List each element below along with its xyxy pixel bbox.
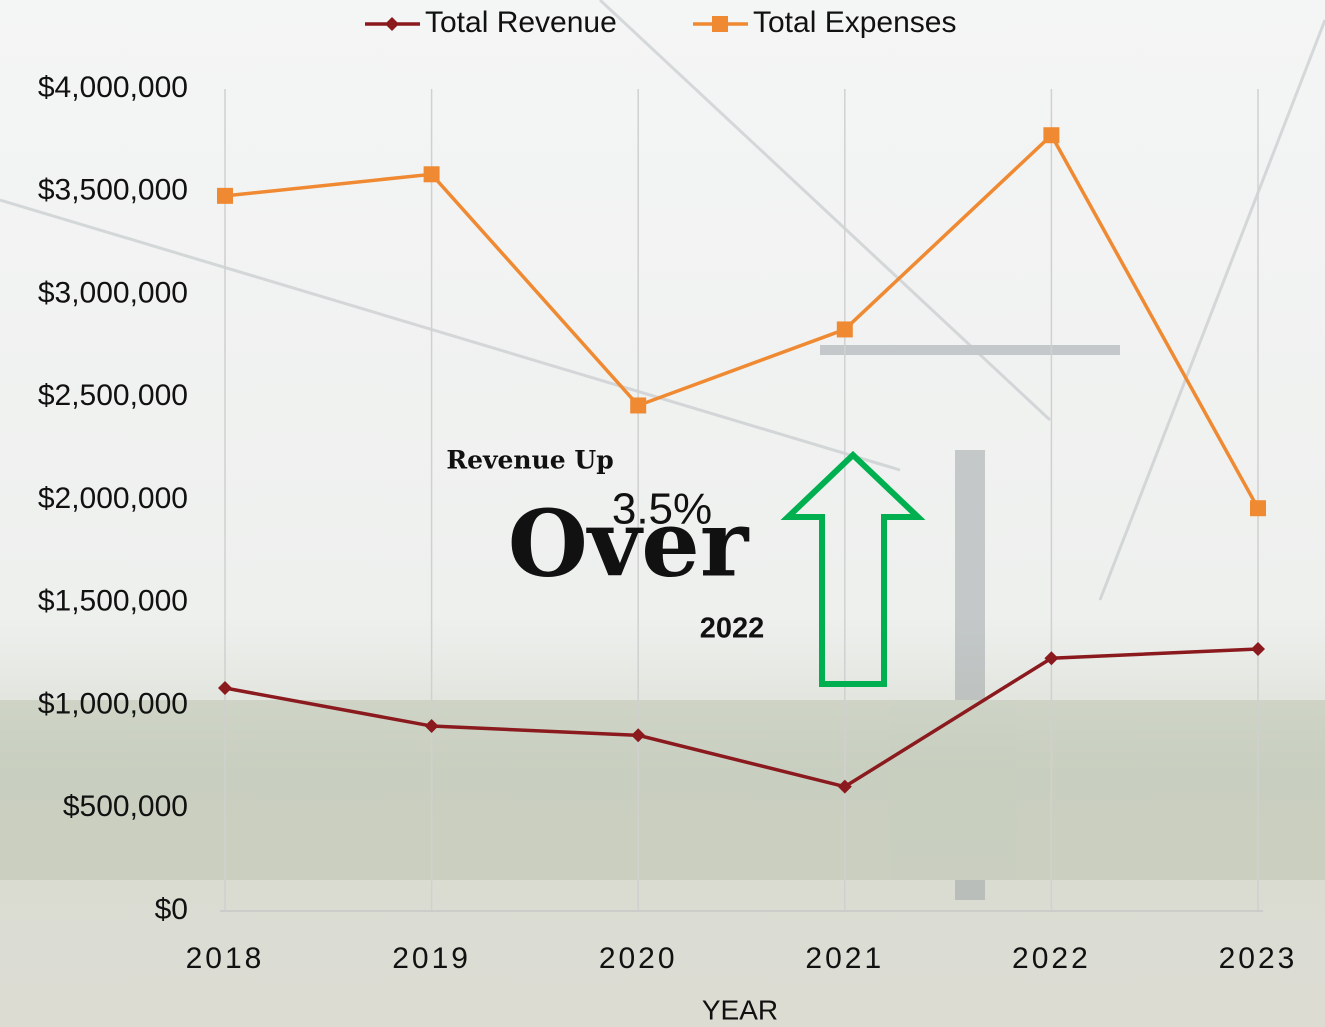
x-tick-label: 2022 [1012,942,1091,975]
data-point [423,166,440,183]
background-photo [0,0,1325,900]
data-point [837,779,852,794]
annotation-text: Over [508,490,750,598]
legend-marker [712,16,728,32]
y-tick-label: $500,000 [63,790,188,823]
annotation-text: 3.5% [612,485,712,534]
data-point [424,719,439,734]
x-tick-label: 2018 [186,942,265,975]
x-tick-label: 2019 [392,942,471,975]
y-tick-label: $0 [155,893,188,926]
x-tick-label: 2023 [1219,942,1298,975]
arrow [780,450,926,687]
x-axis-label: YEAR [702,994,778,1025]
x-tick-label: 2020 [599,942,678,975]
data-point [1043,127,1060,144]
annotation: Revenue Up 3.5% Over 2022 [446,446,926,687]
series-line [224,647,1259,789]
y-tick-label: $3,500,000 [38,174,188,207]
data-point [217,187,233,204]
data-point [630,397,647,414]
y-tick-label: $2,000,000 [38,482,188,515]
y-tick-label: $1,500,000 [38,585,188,618]
y-tick-label: $4,000,000 [38,71,188,104]
y-tick-label: $1,000,000 [38,687,188,720]
series-line [224,132,1260,510]
y-tick-label: $2,500,000 [38,379,188,412]
legend-label: Total Revenue [425,6,617,39]
legend-label: Total Expenses [753,6,956,39]
data-point [1251,641,1265,656]
data-point [836,321,853,338]
annotation-text: Revenue Up [446,446,613,475]
data-point [218,681,232,696]
data-point [631,728,646,743]
legend-marker [385,17,399,31]
x-tick-label: 2021 [805,942,884,975]
data-point [1250,500,1266,517]
annotation-text: 2022 [700,613,765,645]
data-point [1044,651,1059,666]
y-tick-label: $3,000,000 [38,276,188,309]
